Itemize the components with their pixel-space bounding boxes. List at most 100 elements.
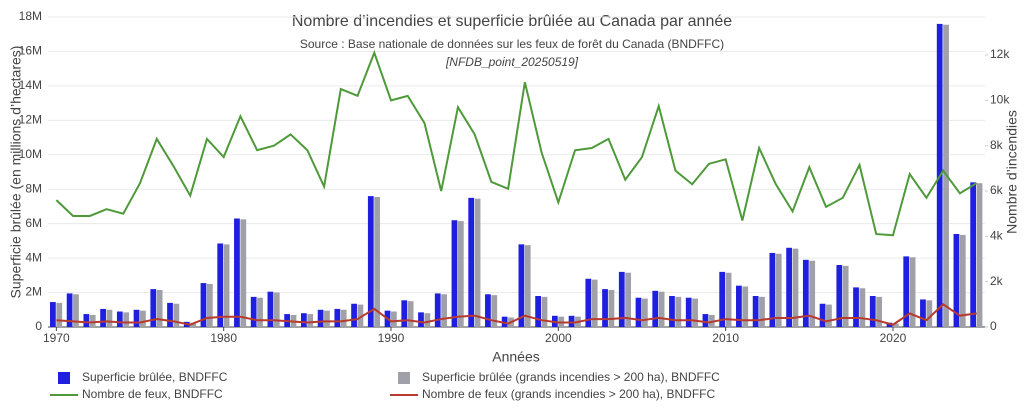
y2-axis-title: Nombre d’incendies: [1004, 110, 1020, 234]
bar: [920, 299, 926, 327]
bar: [234, 218, 240, 327]
y2-tick-label: 12k: [990, 47, 1010, 61]
bar: [173, 303, 180, 327]
bar: [641, 298, 648, 327]
bar: [418, 312, 424, 327]
bar: [602, 289, 608, 327]
bar: [123, 312, 130, 327]
bar: [190, 322, 196, 327]
bar: [424, 313, 431, 327]
bar: [759, 296, 765, 327]
legend-swatch: [58, 372, 70, 384]
chart-title: Nombre d’incendies et superficie brûlée …: [292, 13, 732, 30]
bar: [73, 294, 79, 327]
line: [56, 303, 977, 326]
bar: [786, 247, 792, 327]
y-tick-label: 14M: [19, 78, 42, 92]
bar: [953, 234, 960, 327]
bar: [886, 322, 893, 327]
bar: [775, 253, 782, 327]
line: [55, 49, 978, 237]
legend-label: Nombre de feux, BNDFFC: [82, 387, 223, 401]
bar: [324, 310, 330, 327]
bar: [675, 296, 682, 327]
bar: [217, 243, 224, 327]
bar: [206, 283, 213, 327]
bar: [374, 196, 381, 327]
bar: [826, 304, 832, 327]
bar: [434, 293, 441, 327]
bar: [50, 302, 56, 327]
x-tick-label: 2010: [712, 331, 739, 345]
bar: [926, 300, 933, 327]
bar: [892, 323, 899, 327]
y-tick-label: 2M: [25, 285, 42, 299]
bar: [625, 272, 632, 327]
x-tick-label: 2020: [880, 331, 907, 345]
bar: [451, 220, 458, 327]
bar: [591, 279, 598, 327]
bar: [535, 296, 541, 327]
bar: [736, 285, 742, 327]
y-tick-label: 4M: [25, 250, 42, 264]
bar: [618, 271, 625, 327]
bar: [100, 308, 106, 327]
y-tick-label: 0: [35, 319, 42, 333]
bar: [702, 314, 709, 327]
bar: [792, 248, 799, 327]
bar: [457, 221, 464, 327]
bar: [401, 300, 408, 327]
x-tick-label: 1990: [378, 331, 405, 345]
bar: [257, 297, 263, 327]
chart-subtitle: Source : Base nationale de données sur l…: [300, 37, 724, 51]
y-tick-label: 10M: [19, 147, 42, 161]
bar: [140, 310, 146, 327]
bar: [769, 252, 776, 327]
bar: [752, 296, 759, 327]
bar: [909, 257, 916, 327]
bar: [842, 265, 849, 327]
bar: [959, 234, 966, 327]
bar: [976, 183, 983, 327]
legend-label: Nombre de feux (grands incendies > 200 h…: [422, 387, 715, 401]
y2-tick-label: 6k: [990, 183, 1004, 197]
bar: [568, 315, 575, 327]
bar: [658, 291, 665, 327]
bar: [685, 297, 692, 327]
bar: [836, 265, 843, 327]
bar: [441, 294, 447, 327]
bar: [474, 198, 481, 327]
bar: [501, 316, 508, 327]
bar: [869, 296, 876, 327]
bar: [585, 278, 592, 327]
bar: [669, 296, 675, 327]
bar: [859, 288, 866, 327]
y2-tick-label: 10k: [990, 93, 1010, 107]
bar: [273, 292, 280, 327]
bar: [608, 289, 615, 327]
bar: [317, 309, 324, 327]
bar: [518, 244, 525, 327]
bar: [819, 303, 826, 327]
bar: [223, 244, 230, 327]
y-tick-label: 16M: [19, 44, 42, 58]
y2-tick-label: 2k: [990, 274, 1004, 288]
bar: [150, 289, 157, 327]
x-axis-title: Années: [492, 349, 539, 365]
y-tick-label: 8M: [25, 181, 42, 195]
legend-label: Superficie brûlée (grands incendies > 20…: [422, 370, 720, 384]
bar: [876, 296, 882, 327]
x-tick-label: 1980: [210, 331, 237, 345]
bar: [802, 259, 809, 327]
bar: [357, 304, 364, 327]
bar: [742, 286, 749, 327]
y2-tick-label: 0: [990, 319, 997, 333]
bar: [468, 197, 475, 327]
bar: [351, 303, 357, 327]
bar: [116, 311, 123, 327]
bar: [66, 293, 73, 327]
bar: [970, 182, 977, 327]
bar: [267, 291, 274, 327]
bar: [300, 313, 307, 327]
bar: [903, 256, 910, 327]
